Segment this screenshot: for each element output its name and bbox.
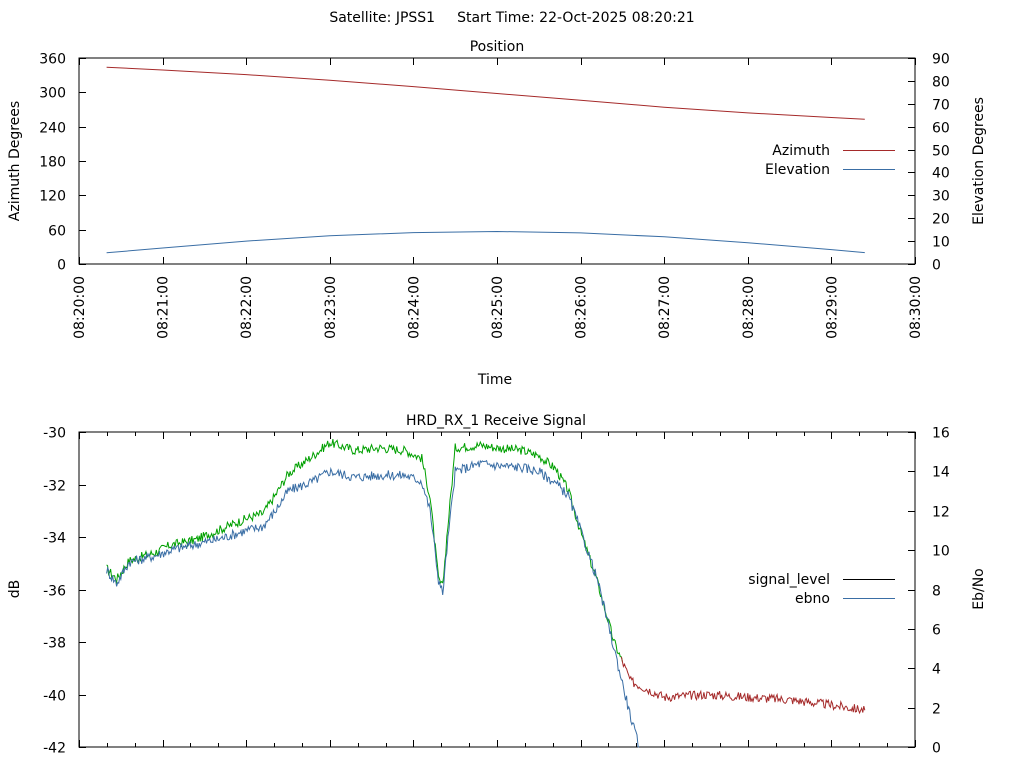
receive-signal-chart-y-tick-label: -34: [43, 531, 66, 547]
position-chart-legend-label: Elevation: [765, 162, 830, 178]
position-chart-y-tick-label: 120: [39, 189, 66, 205]
receive-signal-chart-y2-tick-label: 6: [932, 623, 941, 639]
receive-signal-chart-y2label: Eb/No: [971, 568, 987, 610]
position-chart-x-tick-label: 08:25:00: [490, 276, 506, 339]
position-chart-x-tick-label: 08:21:00: [156, 276, 172, 339]
receive-signal-chart-y2-tick-label: 10: [932, 544, 950, 560]
header-satellite: Satellite: JPSS1: [329, 10, 435, 26]
receive-signal-chart-y-tick-label: -42: [43, 741, 66, 757]
position-chart-y-tick-label: 300: [39, 86, 66, 102]
receive-signal-chart-y2-tick-label: 16: [932, 426, 950, 442]
position-chart-y2-tick-label: 60: [932, 121, 950, 137]
receive-signal-chart-y-tick-label: -40: [43, 689, 66, 705]
receive-signal-chart-frame: [78, 431, 916, 748]
position-chart-y2-tick-label: 10: [932, 235, 950, 251]
position-chart-series-Azimuth: [106, 66, 865, 120]
position-chart-legend-label: Azimuth: [772, 143, 830, 159]
receive-signal-chart-ylabel: dB: [7, 580, 23, 599]
position-chart-y2-tick-label: 90: [932, 52, 950, 68]
position-chart-y2-tick-label: 40: [932, 166, 950, 182]
receive-signal-chart-y-tick-label: -38: [43, 636, 66, 652]
position-chart-x-tick-label: 08:29:00: [824, 276, 840, 339]
receive-signal-chart-series-signal_level-locked: [106, 439, 623, 662]
position-chart-y2-tick-label: 70: [932, 98, 950, 114]
position-chart-x-tick-label: 08:26:00: [574, 276, 590, 339]
position-chart-ylabel: Azimuth Degrees: [7, 101, 23, 221]
receive-signal-chart-series-ebno: [106, 459, 640, 748]
receive-signal-chart-y-tick-label: -36: [43, 584, 66, 600]
position-chart-y2-tick-label: 30: [932, 189, 950, 205]
receive-signal-chart-title: HRD_RX_1 Receive Signal: [406, 413, 586, 429]
receive-signal-chart-legend-label: signal_level: [748, 572, 830, 588]
receive-signal-chart-y2-tick-label: 0: [932, 741, 941, 757]
position-chart-y2-tick-label: 0: [932, 258, 941, 274]
position-chart-y2-tick-label: 50: [932, 144, 950, 160]
position-chart-frame: [78, 57, 916, 265]
receive-signal-chart-legend-label: ebno: [795, 591, 830, 607]
position-chart-title: Position: [470, 39, 525, 55]
receive-signal-chart-series-signal_level: [620, 656, 866, 715]
position-chart-x-tick-label: 08:20:00: [72, 276, 88, 339]
position-chart-y-tick-label: 180: [39, 155, 66, 171]
position-chart-y-tick-label: 240: [39, 121, 66, 137]
receive-signal-chart-y2-tick-label: 12: [932, 505, 950, 521]
position-chart: Position Azimuth Degrees Elevation Degre…: [7, 39, 987, 388]
position-chart-y2-tick-label: 80: [932, 75, 950, 91]
position-chart-x-tick-label: 08:28:00: [741, 276, 757, 339]
position-chart-y-tick-label: 60: [48, 224, 66, 240]
receive-signal-chart-y-tick-label: -32: [43, 479, 66, 495]
position-chart-series-Elevation: [106, 230, 865, 254]
position-chart-x-tick-label: 08:24:00: [406, 276, 422, 339]
position-chart-y2label: Elevation Degrees: [971, 97, 987, 225]
position-chart-xlabel: Time: [477, 372, 512, 388]
receive-signal-chart-y-tick-label: -30: [43, 426, 66, 442]
position-chart-x-tick-label: 08:22:00: [239, 276, 255, 339]
header-start-time: Start Time: 22-Oct-2025 08:20:21: [457, 10, 695, 26]
header-satellite-label: Satellite: JPSS1 Start Time: 22-Oct-2025 …: [329, 10, 694, 26]
receive-signal-chart-y2-tick-label: 2: [932, 702, 941, 718]
position-chart-y-tick-label: 0: [57, 258, 66, 274]
receive-signal-chart-y2-tick-label: 4: [932, 662, 941, 678]
position-chart-x-tick-label: 08:23:00: [323, 276, 339, 339]
position-chart-x-tick-label: 08:27:00: [657, 276, 673, 339]
receive-signal-chart: HRD_RX_1 Receive Signal dB Eb/No -42 -40 -…: [7, 413, 987, 757]
receive-signal-chart-y2-tick-label: 8: [932, 584, 941, 600]
position-chart-y2-tick-label: 20: [932, 212, 950, 228]
position-chart-y-tick-label: 360: [39, 52, 66, 68]
receive-signal-chart-y2-tick-label: 14: [932, 465, 950, 481]
position-chart-x-tick-label: 08:30:00: [908, 276, 924, 339]
